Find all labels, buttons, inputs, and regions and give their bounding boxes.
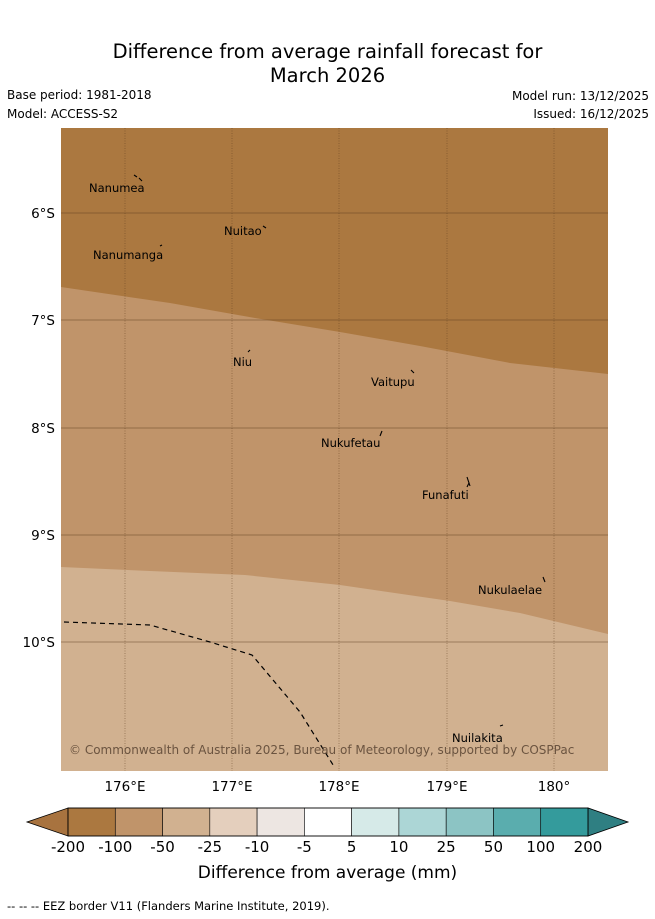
zone-darkest bbox=[61, 128, 608, 374]
issued-date: Issued: 16/12/2025 bbox=[533, 107, 649, 121]
title-line-1: Difference from average rainfall forecas… bbox=[112, 40, 543, 63]
colorbar-tick-label: -25 bbox=[197, 838, 223, 856]
colorbar-tick-label: 100 bbox=[526, 838, 556, 856]
place-nukufetau: Nukufetau bbox=[321, 436, 380, 450]
colorbar-segment bbox=[114, 807, 163, 837]
place-niu: Niu bbox=[233, 355, 252, 369]
lon-label-179e: 179°E bbox=[426, 779, 467, 795]
colorbar-tick-label: -200 bbox=[50, 838, 86, 856]
lat-label-9s: 9°S bbox=[31, 528, 55, 544]
copyright-notice: © Commonwealth of Australia 2025, Bureau… bbox=[69, 743, 574, 757]
colorbar bbox=[25, 807, 630, 837]
lon-label-180: 180° bbox=[538, 779, 571, 795]
island-nuilakita bbox=[499, 724, 504, 727]
colorbar-segment bbox=[209, 807, 258, 837]
island-niu bbox=[247, 349, 251, 353]
colorbar-tick-label: 10 bbox=[389, 838, 409, 856]
colorbar-extend-low bbox=[25, 807, 69, 837]
lon-gridlines bbox=[124, 128, 555, 771]
colorbar-segment bbox=[398, 807, 447, 837]
lon-axis-labels: 176°E 177°E 178°E 179°E 180° bbox=[104, 779, 570, 795]
colorbar-tick-label: 200 bbox=[573, 838, 603, 856]
place-nanumanga: Nanumanga bbox=[93, 248, 163, 262]
colorbar-segment bbox=[256, 807, 305, 837]
place-nanumea: Nanumea bbox=[89, 181, 145, 195]
island-outlines bbox=[133, 174, 546, 727]
lon-label-176e: 176°E bbox=[104, 779, 145, 795]
chart-title: Difference from average rainfall forecas… bbox=[0, 40, 655, 88]
place-nuitao: Nuitao bbox=[224, 224, 262, 238]
island-nukufetau bbox=[379, 430, 383, 437]
colorbar-title: Difference from average (mm) bbox=[197, 863, 458, 883]
colorbar-tick-label: 25 bbox=[436, 838, 456, 856]
model-name: Model: ACCESS-S2 bbox=[7, 107, 119, 121]
title-line-2: March 2026 bbox=[269, 64, 386, 87]
place-funafuti: Funafuti bbox=[422, 488, 469, 502]
colorbar-tick-label: -10 bbox=[244, 838, 270, 856]
colorbar-segment bbox=[162, 807, 211, 837]
place-nukulaelae: Nukulaelae bbox=[478, 583, 542, 597]
colorbar-tick-label: 50 bbox=[483, 838, 503, 856]
colorbar-tick-label: -100 bbox=[98, 838, 133, 856]
colorbar-tick-label: -5 bbox=[296, 838, 312, 856]
lon-label-178e: 178°E bbox=[318, 779, 359, 795]
colorbar-outline bbox=[67, 807, 589, 837]
colorbar-tick-label: -50 bbox=[150, 838, 175, 856]
colorbar-segment bbox=[445, 807, 494, 837]
colorbar-tick-label: 5 bbox=[346, 838, 357, 856]
lat-label-8s: 8°S bbox=[31, 421, 55, 437]
colorbar-segment bbox=[351, 807, 400, 837]
island-nuitao bbox=[262, 225, 267, 229]
lat-label-7s: 7°S bbox=[31, 313, 55, 329]
island-nanumea bbox=[133, 174, 143, 182]
place-vaitupu: Vaitupu bbox=[371, 375, 415, 389]
island-funafuti bbox=[466, 476, 471, 488]
lon-label-177e: 177°E bbox=[211, 779, 252, 795]
map-area: Nanumea Nuitao Nanumanga Niu Vaitupu Nuk… bbox=[61, 128, 608, 771]
base-period: Base period: 1981-2018 bbox=[7, 88, 152, 102]
lat-axis-labels: 6°S 7°S 8°S 9°S 10°S bbox=[23, 206, 56, 651]
lat-gridlines bbox=[61, 212, 608, 643]
colorbar-extend-high bbox=[587, 807, 630, 837]
lat-label-10s: 10°S bbox=[23, 635, 56, 651]
place-nuilakita: Nuilakita bbox=[452, 731, 503, 745]
island-nukulaelae bbox=[542, 576, 546, 583]
place-labels: Nanumea Nuitao Nanumanga Niu Vaitupu Nuk… bbox=[89, 181, 542, 745]
colorbar-segment bbox=[493, 807, 542, 837]
model-run: Model run: 13/12/2025 bbox=[511, 89, 649, 103]
lat-label-6s: 6°S bbox=[31, 206, 55, 222]
island-nanumanga bbox=[159, 244, 163, 247]
eez-footnote: -- -- -- EEZ border V11 (Flanders Marine… bbox=[7, 899, 330, 913]
colorbar-segment bbox=[540, 807, 589, 837]
colorbar-segment bbox=[67, 807, 116, 837]
island-vaitupu bbox=[410, 369, 415, 374]
colorbar-segment bbox=[304, 807, 352, 837]
